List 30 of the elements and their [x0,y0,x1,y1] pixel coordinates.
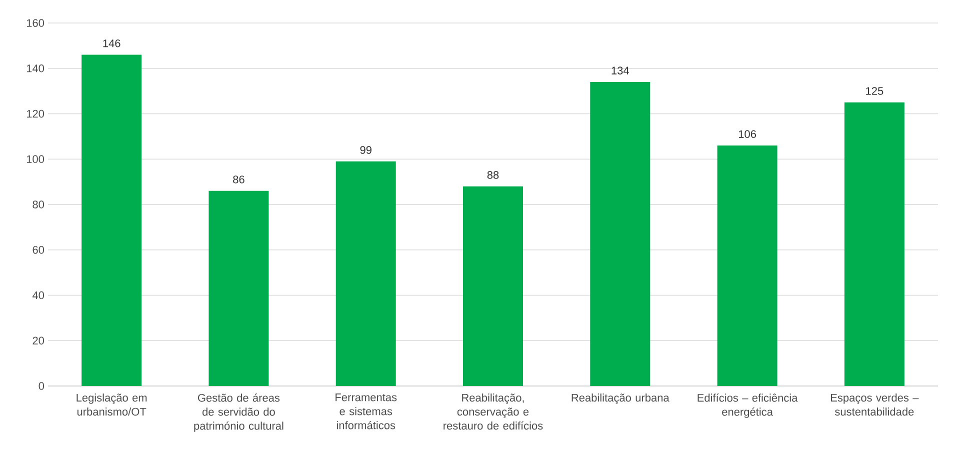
y-tick-label: 120 [26,110,44,118]
bar [844,102,904,386]
y-tick-label: 40 [32,291,44,300]
bar [208,190,269,386]
y-tick-label: 60 [32,246,44,254]
data-label: 86 [233,176,244,184]
bar [336,161,396,386]
y-tick-label: 0 [38,382,44,390]
data-label: 125 [866,87,884,95]
x-tick-label: Reabilitação urbana [572,394,670,404]
x-tick-label: Espaços verdes – sustentabilidade [831,394,919,416]
x-tick-label: Gestão de áreas de servidão do património cultural [194,394,284,432]
x-tick-label: Legislação em urbanismo/OT [76,394,147,416]
bar [717,146,778,386]
y-tick-label: 20 [32,336,44,345]
data-label: 146 [103,39,120,48]
y-tick-label: 100 [26,155,44,164]
data-label: 88 [487,171,499,179]
bar [82,54,142,386]
bar [463,186,524,386]
data-label: 99 [360,146,372,154]
x-tick-label: Ferramentas e sistemas informáticos [336,394,397,430]
y-tick-label: 80 [32,200,44,208]
bar [590,82,650,386]
y-tick-label: 160 [26,19,44,27]
data-label: 134 [612,66,629,74]
x-tick-label: Reabilitação, conservação e restauro de edifícios [444,394,543,430]
x-tick-label: Edifícios – eficiência energética [698,394,798,418]
y-tick-label: 140 [26,64,44,72]
data-label: 106 [738,130,756,138]
